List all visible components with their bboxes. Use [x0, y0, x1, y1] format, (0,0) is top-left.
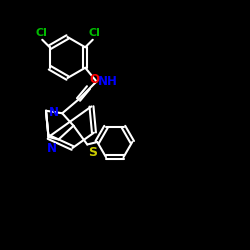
- Text: S: S: [88, 146, 98, 159]
- Text: O: O: [90, 73, 100, 86]
- Text: N: N: [46, 142, 56, 155]
- Text: N: N: [49, 106, 59, 118]
- Text: NH: NH: [98, 75, 117, 88]
- Text: Cl: Cl: [35, 28, 47, 38]
- Text: Cl: Cl: [88, 28, 100, 38]
